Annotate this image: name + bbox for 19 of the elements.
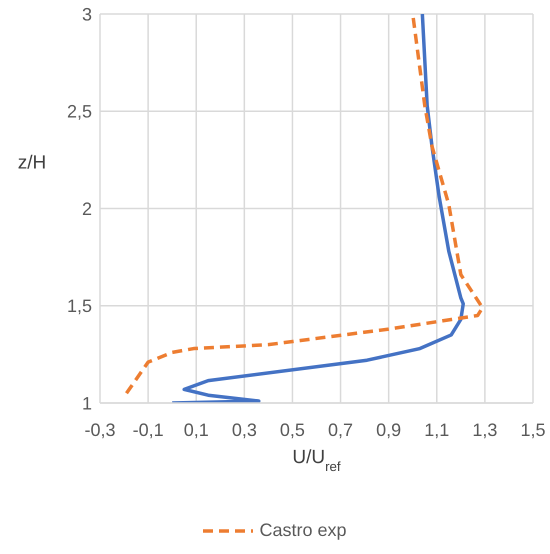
y-axis-title: z/H [18, 152, 46, 174]
x-tick-label: 0,7 [328, 420, 354, 440]
x-tick-label: 0,5 [280, 420, 305, 440]
x-tick-label: 0,1 [184, 420, 209, 440]
x-tick-label: 1,3 [472, 420, 498, 440]
legend-label: Castro exp [259, 520, 347, 541]
y-tick-label: 1,5 [66, 296, 92, 316]
x-tick-label: -0,1 [132, 420, 164, 440]
x-axis-title: U/U$_{ref}$ [292, 447, 341, 474]
y-tick-label: 3 [82, 4, 92, 24]
x-tick-label: 0,9 [376, 420, 402, 440]
y-tick-label: 2 [82, 198, 92, 219]
y-tick-label: 2,5 [66, 102, 92, 122]
line-series [170, 14, 465, 403]
x-tick-label: 1,1 [424, 420, 450, 440]
y-tick-label: 1 [82, 393, 92, 414]
x-tick-label: -0,3 [84, 420, 116, 440]
x-tick-label: 1,5 [520, 420, 546, 440]
x-tick-label: 0,3 [232, 420, 257, 440]
